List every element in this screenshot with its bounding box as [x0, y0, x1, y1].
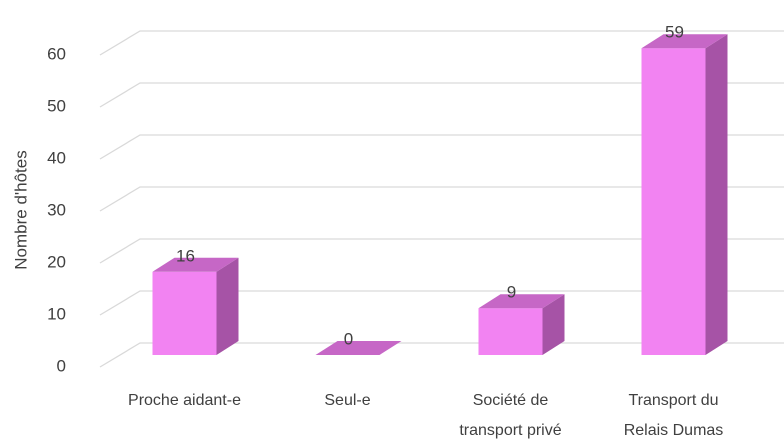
data-label: 59 [665, 23, 684, 42]
bar-side [542, 294, 565, 355]
data-label: 0 [344, 329, 353, 348]
bar-top [641, 34, 728, 49]
bar [152, 271, 217, 355]
data-label: 9 [507, 283, 516, 302]
y-tick-label: 40 [47, 148, 66, 167]
bar-side [705, 34, 728, 355]
bar-top [152, 257, 239, 272]
chart: Nombre d'hôtes 0 10 20 30 40 50 60 16 0 9 59 Proch… [11, 23, 784, 439]
y-tick-label: 60 [47, 44, 66, 63]
grid-line [99, 186, 784, 212]
bar-top [478, 294, 565, 309]
x-tick-label: Société de transport privé [459, 392, 562, 439]
x-tick-label: Seul-e [324, 392, 371, 409]
bar [478, 308, 543, 355]
grid-line [99, 82, 784, 108]
bar-side [216, 257, 239, 355]
y-tick-label: 30 [47, 200, 66, 219]
grid-line [99, 238, 784, 264]
y-tick-label: 50 [47, 96, 66, 115]
grid-line [99, 30, 784, 56]
grid-line [99, 342, 784, 368]
y-tick-label: 20 [47, 252, 66, 271]
data-label: 16 [176, 246, 195, 265]
x-tick-label: Proche aidant-e [128, 392, 241, 409]
y-axis-label: Nombre d'hôtes [11, 150, 30, 269]
grid-line [99, 290, 784, 316]
y-tick-label: 0 [57, 356, 66, 375]
chart-svg: Nombre d'hôtes 0 10 20 30 40 50 60 16 0 9 59 [11, 23, 784, 375]
bar-top [315, 341, 402, 355]
y-tick-label: 10 [47, 304, 66, 323]
bar [641, 48, 706, 355]
x-tick-label: Transport du Relais Dumas [623, 392, 724, 439]
grid-line [99, 134, 784, 160]
